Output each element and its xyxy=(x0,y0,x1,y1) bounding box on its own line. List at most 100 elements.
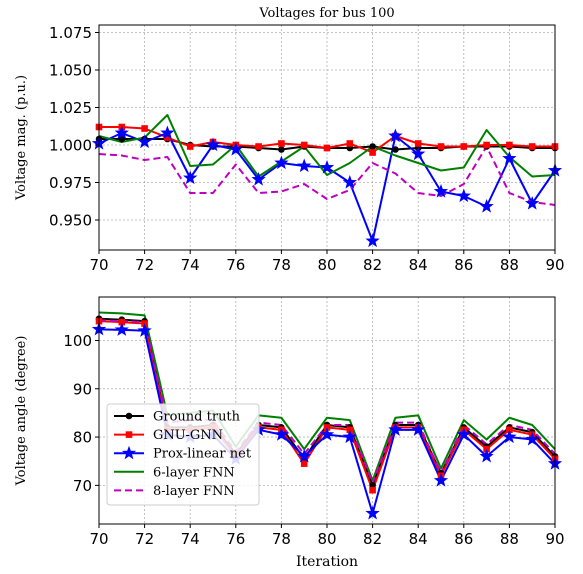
vang-y-tick-label: 70 xyxy=(73,477,92,495)
vang-point-gnu-gnn xyxy=(369,486,376,494)
vang-point-prox-linear-net xyxy=(114,322,129,336)
vmag-point-prox-linear-net xyxy=(251,172,266,186)
legend-label-8-layer-fnn: 8-layer FNN xyxy=(153,484,235,499)
vmag-point-prox-linear-net xyxy=(433,184,449,198)
vmag-point-prox-linear-net xyxy=(183,170,198,185)
vang-x-axis: 70 72 74 76 78 80 82 84 86 88 90 xyxy=(89,524,565,548)
vmag-y-tick-label: 1.025 xyxy=(49,99,92,117)
vmag-point-prox-linear-net xyxy=(114,125,129,140)
vmag-y-tick-label: 0.950 xyxy=(49,212,92,230)
vmag-point-gnu-gnn xyxy=(164,134,171,141)
legend-marker-ground-truth xyxy=(125,412,133,420)
vmag-x-tick-label: 80 xyxy=(317,256,336,274)
vmag-point-ground-truth xyxy=(278,146,285,153)
vmag-point-gnu-gnn xyxy=(528,143,536,150)
legend-marker-prox-linear-net xyxy=(121,445,137,460)
vang-point-prox-linear-net xyxy=(525,431,540,446)
vmag-point-prox-linear-net xyxy=(479,199,494,213)
vang-y-axis: 70 80 90 100 xyxy=(63,332,99,495)
vmag-x-tick-label: 76 xyxy=(226,256,245,274)
vang-point-prox-linear-net xyxy=(456,427,471,441)
vang-point-prox-linear-net xyxy=(411,422,426,436)
vang-x-tick-label: 70 xyxy=(89,530,108,548)
vmag-point-prox-linear-net xyxy=(160,125,175,140)
legend-marker-gnu-gnn xyxy=(125,431,133,438)
vmag-point-ground-truth xyxy=(369,143,376,150)
vmag-point-gnu-gnn xyxy=(255,143,262,150)
vmag-point-prox-linear-net xyxy=(319,160,335,174)
voltage-angle-panel: 70 72 74 76 78 80 82 84 86 88 90 70 80 90 100 Voltage a… xyxy=(14,296,565,570)
vang-point-prox-linear-net xyxy=(137,323,152,337)
vmag-point-ground-truth xyxy=(392,146,399,153)
vmag-point-prox-linear-net xyxy=(342,175,357,189)
vmag-point-gnu-gnn xyxy=(483,141,490,149)
vang-x-tick-label: 84 xyxy=(409,530,428,548)
vang-x-axis-label: Iteration xyxy=(296,554,358,570)
vang-x-tick-label: 88 xyxy=(500,530,519,548)
vang-point-prox-linear-net xyxy=(274,427,289,441)
vmag-point-gnu-gnn xyxy=(346,140,354,147)
vang-x-tick-label: 72 xyxy=(135,530,154,548)
vmag-y-tick-label: 0.975 xyxy=(49,174,92,192)
vmag-x-tick-label: 90 xyxy=(545,256,564,274)
vmag-series-line-8-layer-fnn xyxy=(98,145,556,206)
vmag-point-gnu-gnn xyxy=(414,140,422,147)
vmag-point-gnu-gnn xyxy=(506,141,513,149)
vmag-x-tick-label: 88 xyxy=(500,256,519,274)
vang-point-prox-linear-net xyxy=(342,429,357,444)
vmag-point-gnu-gnn xyxy=(323,144,331,152)
vang-x-tick-label: 90 xyxy=(545,530,564,548)
vmag-x-tick-label: 70 xyxy=(89,256,108,274)
vmag-x-tick-label: 86 xyxy=(454,256,473,274)
vmag-point-ground-truth xyxy=(118,135,126,143)
vang-x-tick-label: 78 xyxy=(272,530,291,548)
vmag-point-prox-linear-net xyxy=(525,196,540,210)
vmag-point-prox-linear-net xyxy=(205,137,221,152)
vang-point-prox-linear-net xyxy=(319,427,335,441)
vmag-series-line-6-layer-fnn xyxy=(98,114,556,178)
vmag-x-tick-label: 74 xyxy=(181,256,200,274)
vmag-x-tick-label: 78 xyxy=(272,256,291,274)
vang-x-tick-label: 74 xyxy=(181,530,200,548)
legend-label-6-layer-fnn: 6-layer FNN xyxy=(153,465,235,480)
vmag-point-gnu-gnn xyxy=(369,149,376,156)
vang-x-tick-label: 86 xyxy=(454,530,473,548)
vang-x-tick-label: 76 xyxy=(226,530,245,548)
legend-label-ground-truth: Ground truth xyxy=(153,410,241,425)
voltage-magnitude-panel: 70 72 74 76 78 80 82 84 86 88 90 0.950 0.975 1.000 1.0… xyxy=(14,6,565,274)
vmag-x-tick-label: 72 xyxy=(135,256,154,274)
vmag-y-axis: 0.950 0.975 1.000 1.025 1.050 1.075 xyxy=(49,24,99,230)
vmag-point-gnu-gnn xyxy=(278,140,285,147)
vang-point-prox-linear-net xyxy=(479,448,494,463)
vmag-point-prox-linear-net xyxy=(365,233,380,248)
vmag-point-prox-linear-net xyxy=(502,151,517,165)
legend-label-prox-linear-net: Prox-linear net xyxy=(153,447,252,462)
vmag-y-tick-label: 1.000 xyxy=(49,137,92,155)
vang-point-prox-linear-net xyxy=(502,429,517,444)
vmag-x-tick-label: 84 xyxy=(409,256,428,274)
vmag-point-prox-linear-net xyxy=(228,142,243,156)
legend: Ground truth GNU-GNN Prox-linear net 6-laye… xyxy=(106,403,260,506)
vmag-point-prox-linear-net xyxy=(388,128,403,143)
vmag-y-tick-label: 1.050 xyxy=(49,62,92,80)
vmag-point-gnu-gnn xyxy=(186,143,194,150)
vang-point-prox-linear-net xyxy=(433,473,449,487)
chart-title: Voltages for bus 100 xyxy=(258,6,394,21)
vmag-point-gnu-gnn xyxy=(300,141,308,149)
vang-x-tick-label: 80 xyxy=(317,530,336,548)
vang-point-gnu-gnn xyxy=(118,318,126,326)
vang-point-prox-linear-net xyxy=(297,448,312,463)
vang-y-axis-label: Voltage angle (degree) xyxy=(14,336,29,487)
vmag-point-gnu-gnn xyxy=(437,143,445,150)
vang-point-gnu-gnn xyxy=(300,460,308,467)
vmag-y-tick-label: 1.075 xyxy=(49,24,92,42)
vang-y-tick-label: 90 xyxy=(73,380,92,398)
vmag-point-prox-linear-net xyxy=(274,155,289,170)
vmag-point-gnu-gnn xyxy=(141,125,148,132)
vmag-point-prox-linear-net xyxy=(411,146,426,161)
vmag-x-tick-label: 82 xyxy=(363,256,382,274)
vmag-point-prox-linear-net xyxy=(297,158,312,173)
vang-y-tick-label: 80 xyxy=(73,429,92,447)
vang-x-tick-label: 82 xyxy=(363,530,382,548)
